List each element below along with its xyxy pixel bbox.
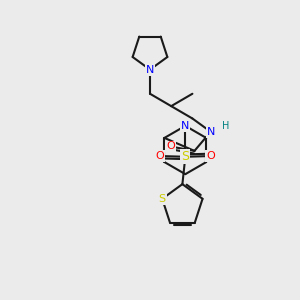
Text: S: S — [159, 194, 166, 204]
Text: N: N — [181, 121, 190, 131]
Text: O: O — [156, 151, 164, 161]
Text: N: N — [146, 64, 154, 75]
Text: S: S — [181, 150, 189, 163]
Text: O: O — [166, 142, 175, 152]
Text: N: N — [206, 127, 215, 137]
Text: H: H — [222, 122, 230, 131]
Text: O: O — [206, 151, 215, 161]
